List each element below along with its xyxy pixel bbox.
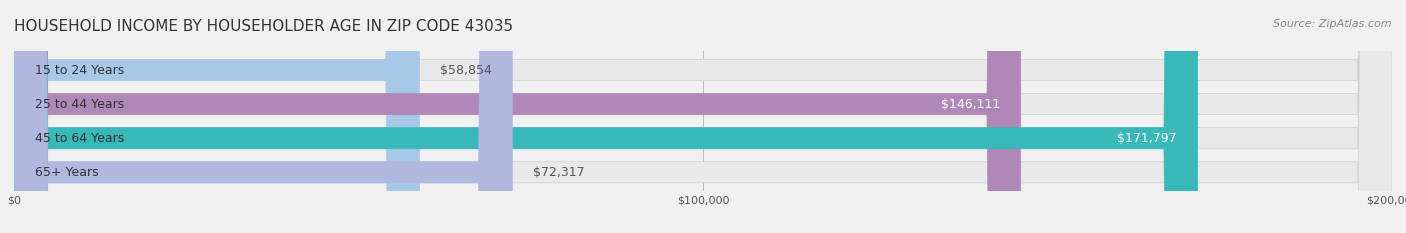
Text: $72,317: $72,317 bbox=[533, 166, 585, 179]
FancyBboxPatch shape bbox=[14, 0, 1392, 233]
Text: 25 to 44 Years: 25 to 44 Years bbox=[35, 98, 124, 111]
Text: $58,854: $58,854 bbox=[440, 64, 492, 76]
Text: 45 to 64 Years: 45 to 64 Years bbox=[35, 132, 124, 145]
Text: 15 to 24 Years: 15 to 24 Years bbox=[35, 64, 124, 76]
FancyBboxPatch shape bbox=[14, 0, 1392, 233]
Text: Source: ZipAtlas.com: Source: ZipAtlas.com bbox=[1274, 19, 1392, 29]
FancyBboxPatch shape bbox=[14, 0, 512, 233]
Text: HOUSEHOLD INCOME BY HOUSEHOLDER AGE IN ZIP CODE 43035: HOUSEHOLD INCOME BY HOUSEHOLDER AGE IN Z… bbox=[14, 19, 513, 34]
FancyBboxPatch shape bbox=[14, 0, 1198, 233]
Text: 65+ Years: 65+ Years bbox=[35, 166, 98, 179]
FancyBboxPatch shape bbox=[14, 0, 1392, 233]
FancyBboxPatch shape bbox=[14, 0, 419, 233]
Text: $146,111: $146,111 bbox=[941, 98, 1000, 111]
FancyBboxPatch shape bbox=[14, 0, 1021, 233]
FancyBboxPatch shape bbox=[14, 0, 1392, 233]
Text: $171,797: $171,797 bbox=[1118, 132, 1177, 145]
